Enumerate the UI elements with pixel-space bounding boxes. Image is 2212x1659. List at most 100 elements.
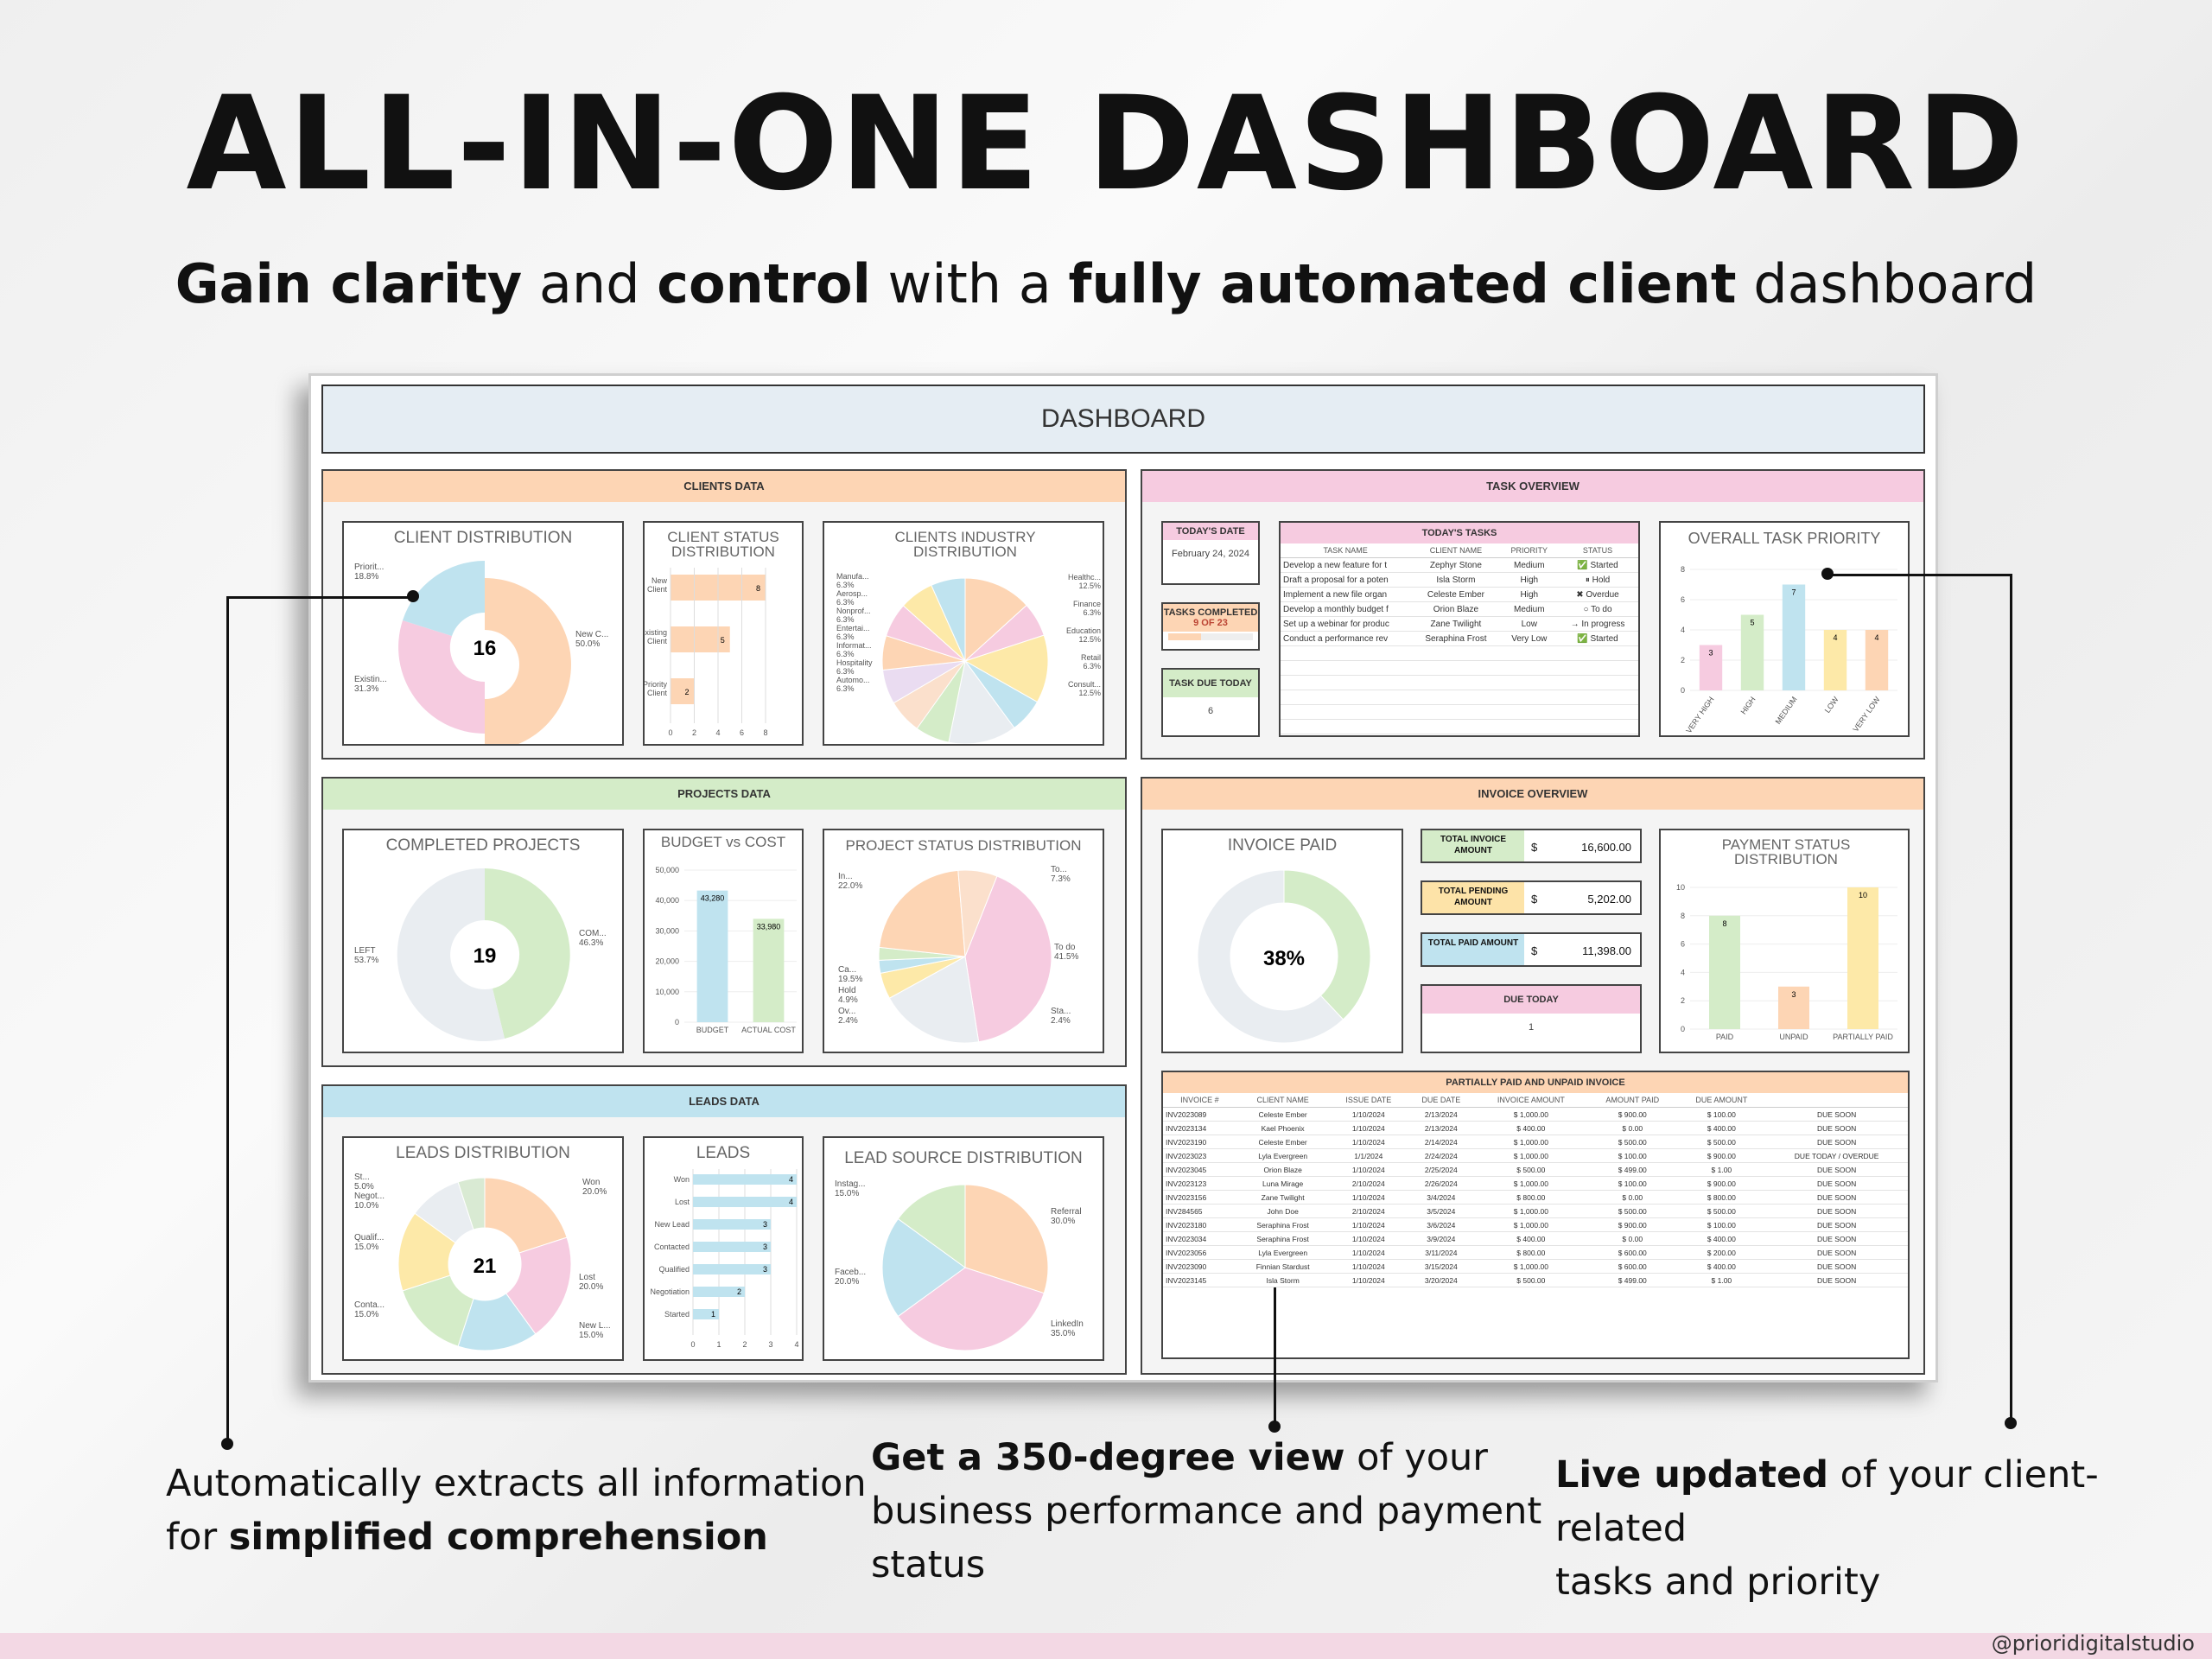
invoice-row[interactable]: INV2023090 Finnian Stardust 1/10/2024 3/15/… <box>1163 1259 1908 1274</box>
invoice-cell: DUE SOON <box>1765 1107 1908 1122</box>
lead-source-label: Instag... 15.0% <box>835 1179 866 1198</box>
task-row-empty <box>1281 719 1638 734</box>
invoice-cell: 2/10/2024 <box>1329 1176 1408 1191</box>
client-status-tick: 4 <box>715 728 720 737</box>
project-status-slice-6 <box>957 869 998 957</box>
invoice-cell: $ 1,000.00 <box>1474 1135 1588 1149</box>
invoice-cell: 1/10/2024 <box>1329 1190 1408 1205</box>
due-today-box: DUE TODAY 1 <box>1421 984 1642 1053</box>
todays-tasks-card: TODAY'S TASKS TASK NAME CLIENT NAME PRIORI… <box>1279 521 1640 737</box>
invoice-cell: $ 0.00 <box>1587 1231 1678 1246</box>
client-status-bar-label: Client <box>647 585 668 594</box>
invoice-cell: 2/14/2024 <box>1408 1135 1475 1149</box>
leads-bar-label: Qualified <box>658 1265 690 1274</box>
leads-bar-value: 2 <box>737 1287 741 1296</box>
invoice-row[interactable]: INV2023134 Kael Phoenix 1/10/2024 2/13/2024… <box>1163 1121 1908 1135</box>
invoice-cell: $ 600.00 <box>1587 1259 1678 1274</box>
invoice-cell: DUE TODAY / OVERDUE <box>1765 1148 1908 1163</box>
invoice-row[interactable]: INV2023034 Seraphina Frost 1/10/2024 3/9/20… <box>1163 1231 1908 1246</box>
task-row[interactable]: Develop a new feature for t Zephyr Stone M… <box>1281 557 1638 573</box>
invoice-cell: 1/10/2024 <box>1329 1273 1408 1287</box>
invoice-cell: DUE SOON <box>1765 1190 1908 1205</box>
invoice-row[interactable]: INV2023056 Lyla Evergreen 1/10/2024 3/11/20… <box>1163 1245 1908 1260</box>
project-status-slice-1 <box>888 956 980 1044</box>
invoice-cell: DUE SOON <box>1765 1217 1908 1232</box>
leads-bar-label: Won <box>674 1175 690 1184</box>
invoice-row[interactable]: INV2023123 Luna Mirage 2/10/2024 2/26/2024 $… <box>1163 1176 1908 1191</box>
invoice-row[interactable]: INV2023023 Lyla Evergreen 1/1/2024 2/24/202… <box>1163 1148 1908 1163</box>
invoice-cell: 2/10/2024 <box>1329 1204 1408 1218</box>
dashboard-title: DASHBOARD <box>321 385 1925 454</box>
priority-bar-value: 3 <box>1708 649 1713 658</box>
industry-label: Healthc... 12.5% <box>1067 573 1101 590</box>
leads-bar <box>693 1242 771 1252</box>
project-status-title: PROJECT STATUS DISTRIBUTION <box>845 837 1082 854</box>
invoice-row[interactable]: INV284565 John Doe 2/10/2024 3/5/2024 $ 1,00… <box>1163 1204 1908 1218</box>
donut-center-value: 16 <box>474 637 497 660</box>
lead-source-card: LEAD SOURCE DISTRIBUTION Instag... 15.0% R… <box>823 1136 1104 1361</box>
task-row[interactable]: Draft a proposal for a poten Isla Storm Hi… <box>1281 572 1638 588</box>
amount-label: TOTAL PENDING AMOUNT <box>1422 882 1524 913</box>
invoice-cell: INV2023134 <box>1163 1121 1236 1135</box>
task-row-empty <box>1281 704 1638 720</box>
leads-tick: 0 <box>690 1340 695 1349</box>
amount-label: TOTAL PAID AMOUNT <box>1422 934 1524 965</box>
client-status-bar <box>671 678 695 704</box>
lead-source-label: Referral 30.0% <box>1051 1207 1082 1226</box>
budget-title: BUDGET vs COST <box>660 834 786 850</box>
leads-bar-value: 1 <box>711 1310 715 1319</box>
invoice-table-header: CLIENT NAME <box>1236 1093 1330 1108</box>
invoice-cell: $ 500.00 <box>1677 1204 1766 1218</box>
invoice-row[interactable]: INV2023089 Celeste Ember 1/10/2024 2/13/202… <box>1163 1107 1908 1122</box>
task-cell: Develop a new feature for t <box>1281 557 1411 573</box>
invoice-cell: $ 500.00 <box>1474 1162 1588 1177</box>
priority-label: VERY HIGH <box>1684 695 1715 734</box>
label-existing: Existin... 31.3% <box>354 675 387 694</box>
invoice-cell: $ 0.00 <box>1587 1190 1678 1205</box>
industry-title: CLIENTS INDUSTRY DISTRIBUTION <box>894 529 1036 560</box>
task-due-value: 6 <box>1207 706 1214 716</box>
invoice-row[interactable]: INV2023045 Orion Blaze 1/10/2024 2/25/2024 $… <box>1163 1162 1908 1177</box>
studio-handle: @prioridigitalstudio <box>1991 1631 2195 1656</box>
invoice-cell: $ 800.00 <box>1677 1190 1766 1205</box>
leads-bar-value: 4 <box>789 1198 793 1206</box>
invoice-row[interactable]: INV2023180 Seraphina Frost 1/10/2024 3/6/20… <box>1163 1217 1908 1232</box>
tasks-completed-value: 9 OF 23 <box>1163 618 1258 632</box>
invoice-table-header: AMOUNT PAID <box>1587 1093 1678 1108</box>
task-cell: ○ To do <box>1556 601 1638 617</box>
industry-slice-4 <box>948 659 1015 744</box>
task-row[interactable]: Develop a monthly budget f Orion Blaze Med… <box>1281 601 1638 617</box>
industry-pie <box>881 577 1049 744</box>
invoice-cell: 1/10/2024 <box>1329 1107 1408 1122</box>
industry-slice-2 <box>963 634 1049 703</box>
task-row[interactable]: Set up a webinar for produc Zane Twilight… <box>1281 616 1638 632</box>
completed-projects-title: COMPLETED PROJECTS <box>385 836 581 855</box>
budget-label: BUDGET <box>696 1026 729 1034</box>
payment-status-card: PAYMENT STATUS DISTRIBUTION 10 8 6 4 2 0 8 PAID… <box>1659 829 1910 1053</box>
client-status-tick: 6 <box>740 728 744 737</box>
industry-label: Aerosp... 6.3% <box>836 589 868 607</box>
task-cell: Low <box>1501 616 1557 632</box>
invoice-row[interactable]: INV2023190 Celeste Ember 1/10/2024 2/14/202… <box>1163 1135 1908 1149</box>
leads-distribution-card: LEADS DISTRIBUTION 21 St... 5.0% Negot... 1… <box>342 1136 624 1361</box>
invoice-row[interactable]: INV2023156 Zane Twilight 1/10/2024 3/4/2024… <box>1163 1190 1908 1205</box>
invoice-cell: $ 400.00 <box>1677 1121 1766 1135</box>
task-row[interactable]: Conduct a performance rev Seraphina Frost… <box>1281 631 1638 646</box>
todays-date-value: February 24, 2024 <box>1172 549 1249 559</box>
amount-currency: $ <box>1531 893 1538 906</box>
connector-left-dot <box>221 1438 233 1450</box>
invoice-cell: INV2023190 <box>1163 1135 1236 1149</box>
task-row[interactable]: Implement a new file organ Celeste Ember H… <box>1281 587 1638 602</box>
invoice-row[interactable]: INV2023145 Isla Storm 1/10/2024 3/20/2024 $ … <box>1163 1273 1908 1287</box>
invoice-cell: $ 1,000.00 <box>1474 1204 1588 1218</box>
invoice-table-header: DUE AMOUNT <box>1677 1093 1766 1108</box>
invoice-cell: $ 200.00 <box>1677 1245 1766 1260</box>
task-cell: Isla Storm <box>1410 572 1502 588</box>
invoice-cell: Celeste Ember <box>1236 1135 1330 1149</box>
leads-dist-label: St... 5.0% <box>354 1173 374 1192</box>
invoice-cell: 2/24/2024 <box>1408 1148 1475 1163</box>
completed-projects-card: COMPLETED PROJECTS 19 LEFT 53.7% COM... 46… <box>342 829 624 1053</box>
priority-bar <box>1823 630 1847 690</box>
project-status-label: Ov... 2.4% <box>838 1007 858 1026</box>
invoice-cell: $ 100.00 <box>1587 1148 1678 1163</box>
